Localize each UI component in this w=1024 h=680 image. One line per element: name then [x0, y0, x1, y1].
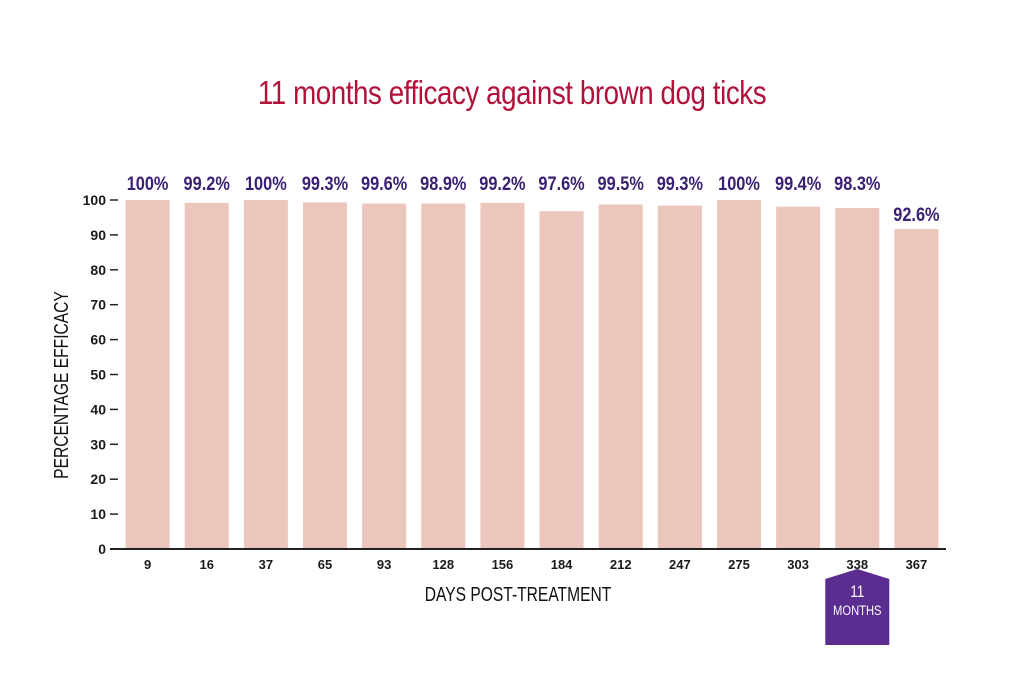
x-tick-label: 247 — [669, 557, 691, 572]
data-label: 98.3% — [834, 173, 881, 194]
x-tick-label: 367 — [906, 557, 928, 572]
bar-275 — [717, 200, 761, 549]
x-tick-label: 65 — [318, 557, 332, 572]
y-tick-label: 100 — [83, 192, 107, 208]
data-label: 99.3% — [302, 173, 349, 194]
x-tick-label: 93 — [377, 557, 391, 572]
bar-212 — [598, 204, 643, 550]
data-label: 99.5% — [598, 173, 645, 194]
bar-303 — [776, 206, 821, 550]
x-tick-label: 37 — [259, 557, 273, 572]
data-label: 100% — [127, 173, 169, 194]
y-tick-label: 80 — [90, 262, 106, 278]
bar-65 — [303, 202, 347, 549]
x-tick-label: 184 — [551, 557, 573, 572]
data-label: 99.6% — [361, 173, 408, 194]
y-tick-label: 50 — [90, 367, 106, 383]
bar-9 — [125, 200, 170, 549]
bar-128 — [421, 203, 466, 550]
data-label: 92.6% — [893, 204, 940, 225]
bar-16 — [184, 202, 229, 550]
y-tick-label: 60 — [90, 332, 106, 348]
x-tick-label: 275 — [728, 557, 750, 572]
x-tick-label: 128 — [432, 557, 454, 572]
marker-shape — [825, 569, 890, 645]
y-tick-label: 90 — [90, 227, 106, 243]
x-tick-label: 212 — [610, 557, 632, 572]
x-tick-label: 156 — [492, 557, 514, 572]
x-axis-label: DAYS POST-TREATMENT — [425, 583, 612, 605]
x-axis-ticks: 9 16 37 65 93 128 156 184 212 247 275 303 338 367 — [144, 557, 927, 572]
y-tick-label: 0 — [98, 541, 106, 557]
data-label: 100% — [718, 173, 760, 194]
data-label: 100% — [245, 173, 287, 194]
x-tick-label: 303 — [787, 557, 809, 572]
marker-line-1: 11 — [850, 583, 864, 602]
marker-line-2: MONTHS — [833, 603, 881, 618]
y-tick-label: 20 — [90, 471, 106, 487]
y-tick-label: 10 — [90, 506, 106, 522]
y-tick-label: 40 — [90, 401, 106, 417]
y-axis-label: PERCENTAGE EFFICACY — [50, 291, 72, 479]
data-label: 97.6% — [538, 173, 585, 194]
data-label: 99.3% — [657, 173, 704, 194]
bar-93 — [362, 203, 407, 550]
bar-156 — [480, 202, 525, 550]
x-tick-label: 9 — [144, 557, 151, 572]
x-tick-label: 338 — [846, 557, 868, 572]
data-label: 99.2% — [184, 173, 231, 194]
bar-367 — [894, 228, 939, 550]
data-label: 99.4% — [775, 173, 822, 194]
bar-247 — [657, 205, 702, 550]
y-tick-label: 30 — [90, 436, 106, 452]
x-tick-label: 16 — [199, 557, 213, 572]
bar-37 — [243, 200, 288, 549]
bar-184 — [539, 211, 584, 549]
y-axis-ticks: 0 10 20 30 40 50 60 70 80 90 100 — [83, 192, 118, 557]
data-label: 98.9% — [420, 173, 467, 194]
bars — [125, 200, 939, 550]
y-tick-label: 70 — [90, 297, 106, 313]
bar-338 — [835, 208, 880, 550]
chart-title: 11 months efficacy against brown dog tic… — [257, 74, 767, 111]
data-label: 99.2% — [479, 173, 526, 194]
data-labels: 100% 99.2% 100% 99.3% 99.6% 98.9% 99.2% 97.6% 99… — [127, 173, 940, 225]
